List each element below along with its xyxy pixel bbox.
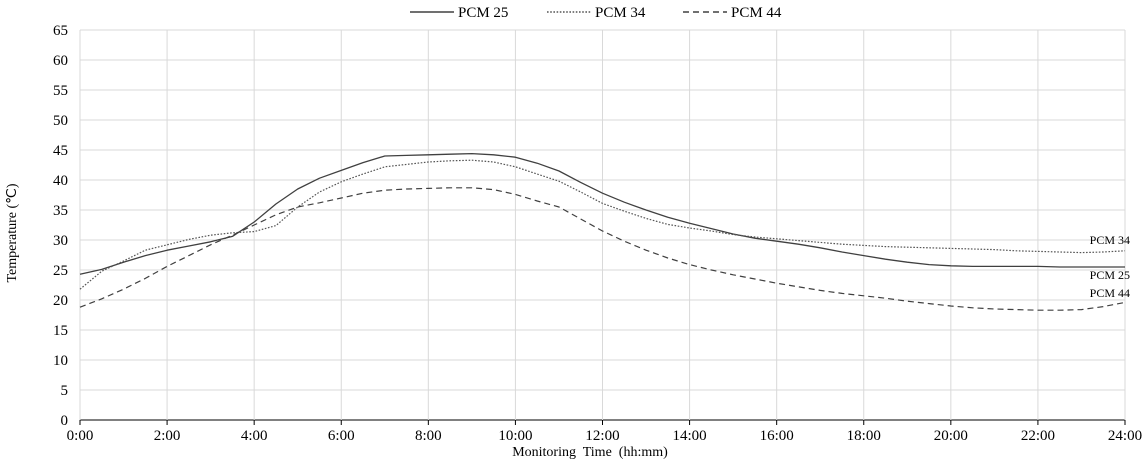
series-line-pcm-44 <box>79 187 1126 311</box>
x-tick-label: 16:00 <box>760 428 794 444</box>
x-tick-label: 0:00 <box>67 428 94 444</box>
x-axis-ticks: 0:00 2:00 4:00 6:00 8:00 10:00 12:00 14:00 16:00… <box>67 428 1142 444</box>
legend-entry-label: PCM 34 <box>595 5 646 21</box>
x-tick-label: 18:00 <box>847 428 881 444</box>
series-line-pcm-34 <box>79 159 1126 290</box>
x-tick-label: 20:00 <box>934 428 968 444</box>
end-label-pcm-34: PCM 34 <box>1090 233 1130 247</box>
x-tick-label: 4:00 <box>241 428 268 444</box>
y-tick-label: 65 <box>53 23 68 39</box>
end-label-pcm-25: PCM 25 <box>1090 268 1130 282</box>
legend-entry-label: PCM 44 <box>731 5 782 21</box>
y-tick-label: 10 <box>53 353 68 369</box>
series-lines <box>79 152 1126 311</box>
x-tick-label: 22:00 <box>1021 428 1055 444</box>
series-end-labels: PCM 25 PCM 34 PCM 44 <box>1090 233 1130 300</box>
x-tick-label: 6:00 <box>328 428 355 444</box>
y-tick-label: 5 <box>61 383 69 399</box>
y-tick-label: 50 <box>53 113 68 129</box>
y-tick-label: 40 <box>53 173 68 189</box>
y-tick-label: 0 <box>61 413 69 429</box>
end-label-pcm-44: PCM 44 <box>1090 286 1130 300</box>
x-tick-label: 2:00 <box>154 428 181 444</box>
x-tick-label: 10:00 <box>498 428 532 444</box>
series-line-pcm-25 <box>79 152 1125 275</box>
y-axis-label: Temperature (℃) <box>5 183 20 282</box>
grid <box>79 29 1126 425</box>
x-tick-label: 8:00 <box>415 428 442 444</box>
x-tick-label: 24:00 <box>1108 428 1142 444</box>
y-tick-label: 45 <box>53 143 68 159</box>
y-tick-label: 35 <box>53 203 68 219</box>
legend: PCM 25 PCM 34 PCM 44 <box>410 5 782 21</box>
y-tick-label: 30 <box>53 233 68 249</box>
y-tick-label: 15 <box>53 323 68 339</box>
y-axis-ticks: 0 5 10 15 20 25 30 35 40 45 50 55 60 65 <box>53 23 68 429</box>
y-tick-label: 20 <box>53 293 68 309</box>
y-tick-label: 55 <box>53 83 68 99</box>
x-axis-label: Monitoring Time (hh:mm) <box>512 445 668 460</box>
x-tick-label: 14:00 <box>672 428 706 444</box>
x-tick-label: 12:00 <box>585 428 619 444</box>
legend-entry-label: PCM 25 <box>458 5 508 21</box>
y-tick-label: 25 <box>53 263 68 279</box>
y-tick-label: 60 <box>53 53 68 69</box>
